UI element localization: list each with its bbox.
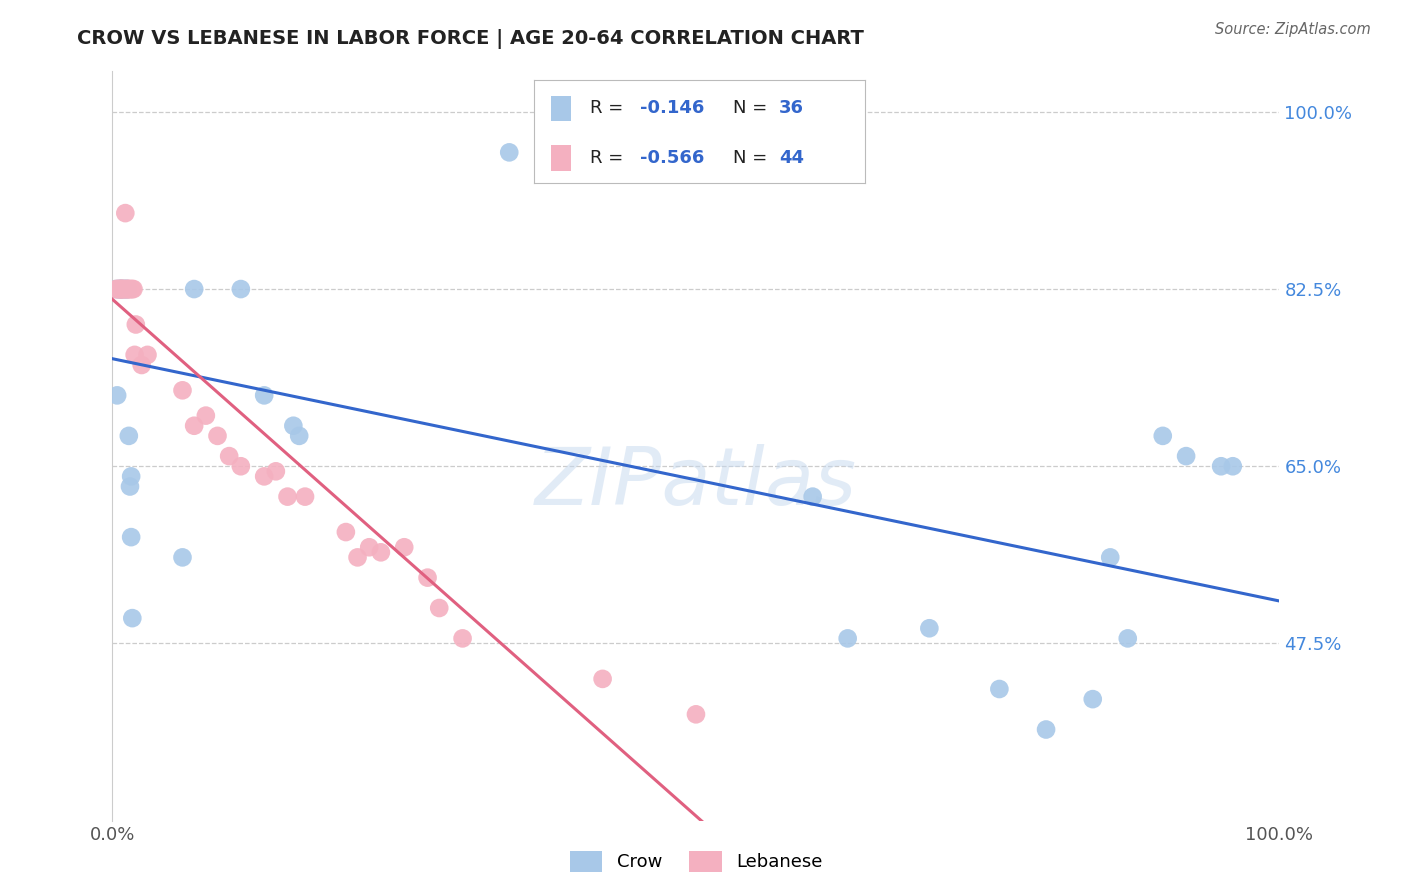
Point — [117, 282, 139, 296]
Text: ZIPatlas: ZIPatlas — [534, 444, 858, 523]
Point — [183, 418, 205, 433]
Point — [105, 388, 128, 402]
Point — [120, 282, 142, 296]
Point — [264, 464, 287, 478]
Point — [121, 282, 143, 296]
Point — [229, 459, 252, 474]
Point — [112, 282, 135, 296]
Point — [131, 358, 153, 372]
Point — [111, 282, 134, 296]
Point — [122, 282, 145, 296]
Point — [111, 282, 134, 296]
Point — [115, 282, 138, 296]
Legend: Crow, Lebanese: Crow, Lebanese — [562, 844, 830, 879]
Point — [294, 490, 316, 504]
Text: 36: 36 — [779, 100, 804, 118]
Point — [110, 282, 132, 296]
Point — [115, 282, 138, 296]
Point — [114, 206, 136, 220]
Point — [1175, 449, 1198, 463]
Point — [335, 524, 357, 539]
Point — [253, 469, 276, 483]
Point — [1222, 459, 1244, 474]
Point — [111, 282, 134, 296]
Point — [111, 282, 134, 296]
Point — [107, 282, 129, 296]
Point — [685, 707, 707, 722]
Point — [112, 282, 135, 296]
FancyBboxPatch shape — [551, 145, 571, 170]
Text: -0.146: -0.146 — [640, 100, 704, 118]
FancyBboxPatch shape — [551, 95, 571, 121]
Point — [498, 145, 520, 160]
Point — [110, 282, 132, 296]
Point — [229, 282, 252, 296]
Point — [988, 681, 1011, 696]
Point — [918, 621, 941, 635]
Point — [121, 611, 143, 625]
Text: -0.566: -0.566 — [640, 149, 704, 167]
Point — [120, 530, 142, 544]
Point — [427, 601, 450, 615]
Point — [394, 541, 416, 555]
Point — [1035, 723, 1057, 737]
Text: CROW VS LEBANESE IN LABOR FORCE | AGE 20-64 CORRELATION CHART: CROW VS LEBANESE IN LABOR FORCE | AGE 20… — [77, 29, 865, 48]
Point — [837, 632, 859, 646]
Point — [207, 429, 229, 443]
Point — [370, 545, 392, 559]
Point — [801, 490, 824, 504]
Point — [1116, 632, 1139, 646]
Point — [253, 388, 276, 402]
Point — [117, 282, 139, 296]
Point — [183, 282, 205, 296]
Point — [125, 318, 148, 332]
Text: R =: R = — [591, 149, 630, 167]
Point — [359, 541, 381, 555]
Point — [416, 571, 439, 585]
Point — [1081, 692, 1104, 706]
Point — [172, 384, 194, 398]
Point — [118, 282, 141, 296]
Point — [1152, 429, 1174, 443]
Point — [108, 282, 131, 296]
Point — [288, 429, 311, 443]
Point — [592, 672, 614, 686]
Point — [218, 449, 240, 463]
Text: R =: R = — [591, 100, 630, 118]
Point — [118, 429, 141, 443]
Point — [118, 479, 141, 493]
Point — [107, 282, 129, 296]
Text: Source: ZipAtlas.com: Source: ZipAtlas.com — [1215, 22, 1371, 37]
Point — [451, 632, 474, 646]
Point — [194, 409, 217, 423]
Point — [283, 418, 305, 433]
Point — [114, 282, 136, 296]
Point — [1209, 459, 1232, 474]
Point — [1099, 550, 1122, 565]
Text: N =: N = — [733, 100, 772, 118]
Point — [172, 550, 194, 565]
Point — [276, 490, 298, 504]
Point — [124, 348, 146, 362]
Point — [108, 282, 131, 296]
Point — [111, 282, 134, 296]
Point — [346, 550, 368, 565]
Point — [104, 282, 127, 296]
Point — [136, 348, 159, 362]
Point — [117, 282, 139, 296]
Point — [118, 282, 141, 296]
Point — [105, 282, 128, 296]
Text: N =: N = — [733, 149, 772, 167]
Point — [110, 282, 132, 296]
Point — [104, 282, 127, 296]
Point — [112, 282, 135, 296]
Point — [110, 282, 132, 296]
Point — [120, 469, 142, 483]
Text: 44: 44 — [779, 149, 804, 167]
